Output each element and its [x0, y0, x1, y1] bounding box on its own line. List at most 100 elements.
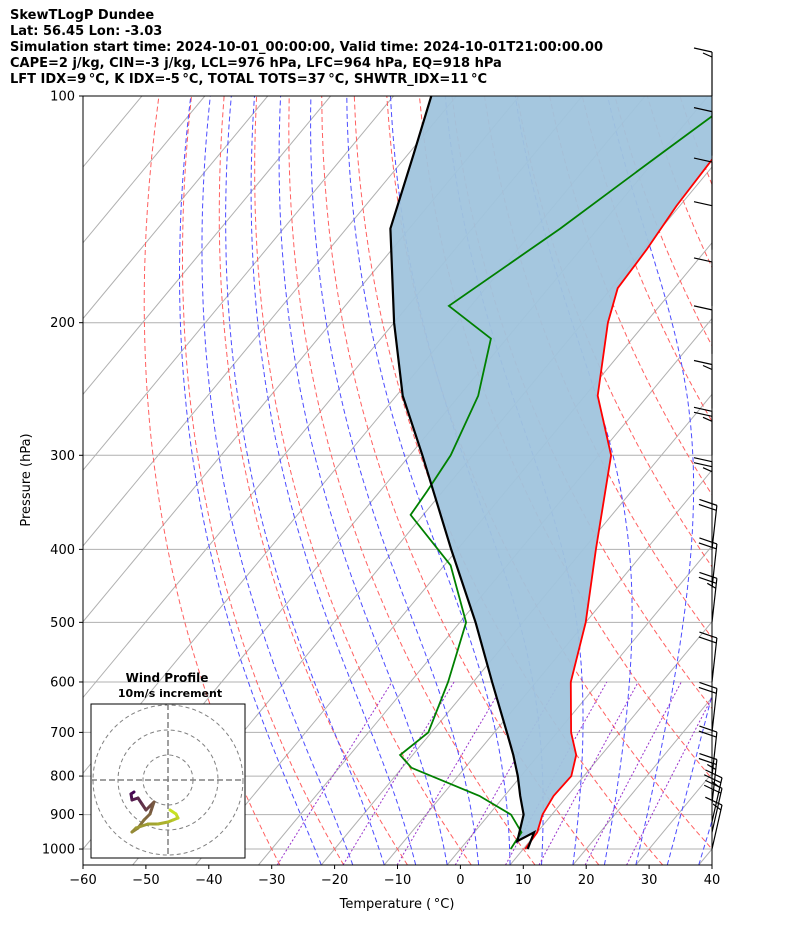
barb-flag	[693, 107, 713, 113]
y-axis-label: Pressure (hPa)	[19, 433, 34, 526]
wind-barb	[693, 201, 713, 250]
barb-flag	[698, 542, 717, 550]
barb-flag	[699, 571, 718, 579]
y-tick-label: 100	[50, 90, 75, 105]
y-tick-label: 900	[50, 808, 75, 823]
wind-barb	[693, 406, 713, 456]
barb-shaft	[711, 804, 723, 850]
mixing-ratio-line	[396, 681, 506, 865]
barb-flag	[703, 774, 722, 784]
wind-barb	[703, 779, 723, 833]
isotherm-line	[762, 96, 794, 865]
wind-barb	[693, 107, 713, 156]
wind-barb	[698, 681, 718, 733]
dry-adiabat	[143, 96, 281, 865]
wind-profile-subtitle: 10m/s increment	[118, 687, 222, 700]
barb-flag	[702, 467, 713, 473]
hodo-segment	[156, 820, 170, 826]
barb-flag	[693, 457, 713, 463]
x-tick-label: 10	[515, 873, 532, 888]
barb-shaft	[711, 777, 723, 822]
dry-adiabat	[778, 96, 794, 865]
mixing-ratio-line	[584, 681, 682, 865]
moist-adiabat	[278, 96, 448, 865]
isotherm-line	[83, 96, 332, 396]
x-tick-label: −50	[132, 873, 159, 888]
barb-flag	[693, 47, 713, 53]
wind-barb	[693, 359, 713, 409]
hodo-segment	[134, 822, 150, 830]
dry-adiabat	[745, 96, 794, 865]
isotherm-line	[83, 96, 269, 320]
isotherm-line	[83, 96, 206, 244]
dewpoint-line	[398, 115, 712, 850]
barb-flag	[698, 636, 717, 644]
dry-adiabat	[288, 96, 536, 865]
barb-flag	[693, 406, 713, 412]
barb-shaft	[711, 637, 718, 683]
wind-barb	[698, 571, 718, 623]
time-text: Simulation start time: 2024-10-01_00:00:…	[10, 40, 603, 55]
moist-adiabat	[250, 96, 417, 865]
barb-flag	[712, 803, 722, 811]
barb-flag	[693, 462, 713, 468]
barb-flag	[693, 201, 713, 207]
barb-flag	[693, 257, 713, 263]
wind-profile-title: Wind Profile	[126, 671, 209, 685]
barb-shaft	[711, 788, 723, 833]
barb-flag	[693, 305, 713, 311]
x-tick-label: −20	[321, 873, 348, 888]
hodo-segment	[168, 808, 178, 816]
barb-flag	[706, 582, 717, 589]
dry-adiabat	[321, 96, 600, 865]
hodo-segment	[148, 800, 156, 816]
x-tick-label: −60	[69, 873, 96, 888]
index-text: LFT IDX=9 °C, K IDX=-5 °C, TOTAL TOTS=37…	[10, 72, 488, 87]
isotherm-line	[83, 96, 457, 547]
barb-flag	[699, 681, 718, 689]
wind-barb	[705, 796, 723, 850]
mixing-ratio-line	[626, 696, 712, 865]
barb-flag	[706, 763, 717, 770]
barb-flag	[705, 796, 723, 806]
x-axis-label: Temperature ( °C)	[339, 897, 455, 912]
mixing-ratio-line	[342, 681, 455, 865]
barb-shaft	[711, 688, 718, 733]
moist-adiabat	[179, 96, 322, 865]
barb-flag	[699, 537, 718, 545]
moist-adiabat	[666, 693, 712, 865]
dry-adiabat	[182, 96, 345, 865]
barb-flag	[698, 730, 717, 738]
y-tick-label: 1000	[42, 843, 75, 858]
moist-adiabat	[698, 819, 712, 865]
moist-adiabat	[225, 96, 385, 865]
barb-flag	[699, 752, 718, 761]
wind-barb	[693, 157, 713, 207]
barb-shaft	[711, 759, 718, 804]
moist-adiabat	[310, 96, 480, 865]
moist-adiabat	[346, 96, 511, 865]
wind-barb	[698, 725, 718, 777]
y-tick-label: 400	[50, 543, 75, 558]
dry-adiabat	[581, 96, 712, 423]
isotherm-line	[83, 96, 394, 471]
barb-flag	[693, 359, 713, 366]
barb-shaft	[711, 578, 718, 623]
barb-flag	[702, 364, 713, 371]
barb-flag	[699, 631, 718, 639]
x-tick-label: 30	[641, 873, 658, 888]
wind-barb	[698, 537, 718, 588]
wind-barb	[698, 631, 718, 683]
x-tick-label: 40	[704, 873, 721, 888]
dry-adiabat	[549, 96, 712, 496]
wind-barbs	[693, 47, 723, 850]
dry-adiabat	[218, 96, 408, 865]
parcel-line	[389, 96, 537, 850]
wind-barb	[693, 257, 713, 306]
temperature-line	[524, 158, 712, 850]
chart-header: SkewTLogP Dundee Lat: 56.45 Lon: -3.03 S…	[10, 8, 603, 88]
sounding-lines	[389, 96, 712, 850]
barb-flag	[699, 498, 718, 506]
dry-adiabat	[679, 96, 712, 186]
x-tick-label: 20	[578, 873, 595, 888]
